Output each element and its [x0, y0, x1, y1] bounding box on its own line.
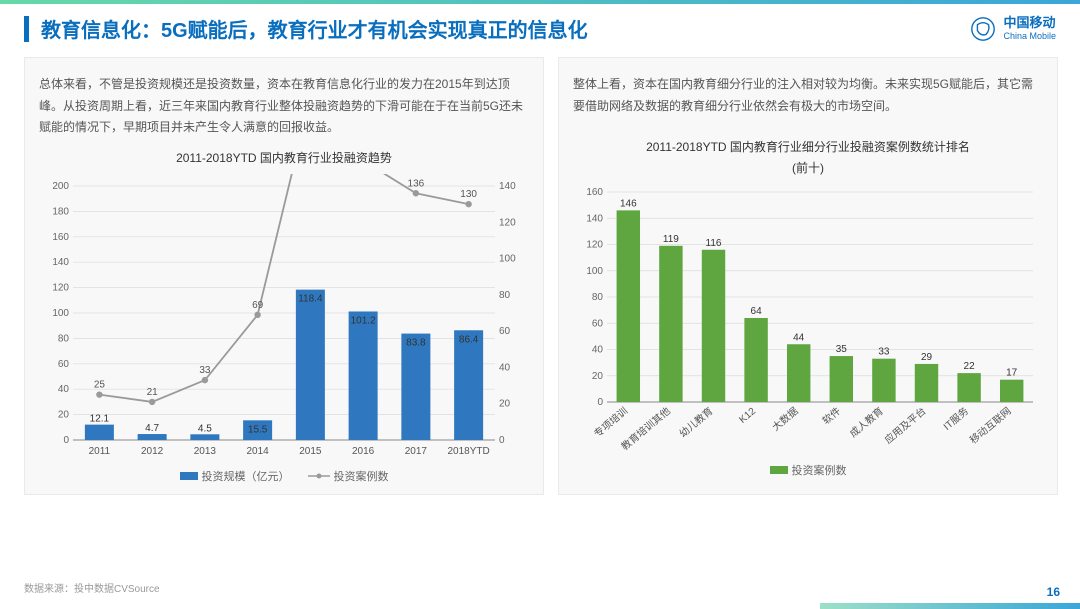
svg-text:64: 64	[751, 306, 763, 317]
svg-text:IT服务: IT服务	[941, 404, 971, 433]
svg-text:146: 146	[620, 198, 637, 209]
logo-label-en: China Mobile	[1003, 31, 1056, 42]
legend-label-bar: 投资规模（亿元）	[202, 468, 290, 484]
svg-text:2015: 2015	[299, 446, 322, 457]
svg-text:2016: 2016	[352, 446, 375, 457]
svg-text:4.7: 4.7	[145, 423, 159, 434]
svg-text:80: 80	[58, 333, 70, 344]
svg-text:2013: 2013	[194, 446, 217, 457]
svg-text:69: 69	[252, 300, 264, 311]
svg-text:成人教育: 成人教育	[847, 404, 886, 440]
svg-text:K12: K12	[737, 406, 758, 426]
svg-text:116: 116	[706, 238, 722, 249]
svg-text:20: 20	[58, 409, 70, 420]
svg-text:20: 20	[499, 398, 511, 409]
legend-swatch-line	[308, 472, 330, 480]
page-title: 教育信息化：5G赋能后，教育行业才有机会实现真正的信息化	[41, 14, 969, 43]
svg-text:160: 160	[52, 232, 69, 243]
svg-text:应用及平台: 应用及平台	[882, 404, 929, 446]
svg-text:幼儿教育: 幼儿教育	[676, 404, 715, 440]
svg-text:2017: 2017	[405, 446, 428, 457]
svg-text:160: 160	[586, 187, 603, 198]
svg-text:2018YTD: 2018YTD	[448, 446, 490, 457]
svg-text:83.8: 83.8	[406, 337, 426, 348]
china-mobile-icon	[969, 15, 997, 43]
svg-text:120: 120	[586, 240, 603, 251]
svg-text:40: 40	[592, 345, 604, 356]
left-description: 总体来看，不管是投资规模还是投资数量，资本在教育信息化行业的发力在2015年到达…	[39, 74, 529, 139]
svg-text:60: 60	[592, 318, 604, 329]
svg-text:25: 25	[94, 379, 106, 390]
svg-text:2011: 2011	[89, 446, 111, 457]
svg-text:33: 33	[878, 347, 890, 358]
logo-label-cn: 中国移动	[1003, 15, 1056, 31]
svg-text:21: 21	[147, 387, 159, 398]
svg-text:专项培训: 专项培训	[591, 404, 630, 440]
svg-text:22: 22	[964, 361, 976, 372]
svg-text:120: 120	[499, 217, 516, 228]
svg-text:40: 40	[499, 362, 511, 373]
svg-text:4.5: 4.5	[198, 423, 212, 434]
svg-text:0: 0	[499, 435, 505, 446]
data-source: 数据来源：投中数据CVSource	[24, 580, 160, 595]
svg-text:100: 100	[586, 266, 603, 277]
svg-text:15.5: 15.5	[248, 424, 268, 435]
svg-text:118.4: 118.4	[298, 293, 323, 304]
svg-text:移动互联网: 移动互联网	[967, 404, 1014, 446]
left-chart-title: 2011-2018YTD 国内教育行业投融资趋势	[39, 149, 529, 166]
legend-swatch-bar	[770, 466, 788, 474]
svg-text:140: 140	[52, 257, 69, 268]
svg-text:120: 120	[52, 282, 69, 293]
svg-text:136: 136	[408, 178, 425, 189]
svg-text:35: 35	[836, 344, 848, 355]
svg-text:130: 130	[460, 189, 477, 200]
svg-text:100: 100	[52, 308, 69, 319]
right-description: 整体上看，资本在国内教育细分行业的注入相对较为均衡。未来实现5G赋能后，其它需要…	[573, 74, 1043, 128]
legend-swatch-bar	[180, 472, 198, 480]
svg-text:17: 17	[1006, 368, 1018, 379]
svg-text:40: 40	[58, 384, 70, 395]
left-chart: 0 20 40 60 80 100 120 140 160 180 200 0 20 40 60 80 100 1…	[39, 174, 529, 464]
title-accent-bar	[24, 16, 29, 42]
svg-text:大数据: 大数据	[769, 404, 800, 433]
svg-text:2014: 2014	[247, 446, 270, 457]
svg-text:119: 119	[663, 234, 679, 245]
svg-text:86.4: 86.4	[459, 334, 479, 345]
page-number: 16	[1047, 585, 1060, 599]
svg-text:140: 140	[499, 181, 516, 192]
svg-text:软件: 软件	[820, 404, 844, 427]
right-panel: 整体上看，资本在国内教育细分行业的注入相对较为均衡。未来实现5G赋能后，其它需要…	[558, 57, 1058, 495]
svg-text:2012: 2012	[141, 446, 164, 457]
brand-logo: 中国移动 China Mobile	[969, 15, 1056, 43]
svg-text:0: 0	[63, 435, 69, 446]
svg-text:80: 80	[499, 290, 511, 301]
right-chart-subtitle: (前十)	[573, 159, 1043, 176]
svg-text:101.2: 101.2	[351, 315, 376, 326]
left-panel: 总体来看，不管是投资规模还是投资数量，资本在教育信息化行业的发力在2015年到达…	[24, 57, 544, 495]
right-chart-title: 2011-2018YTD 国内教育行业细分行业投融资案例数统计排名	[573, 138, 1043, 155]
svg-text:60: 60	[58, 359, 70, 370]
legend-label-bar: 投资案例数	[792, 462, 847, 478]
bottom-gradient-strip	[820, 603, 1080, 609]
right-legend: 投资案例数	[573, 462, 1043, 478]
svg-text:100: 100	[499, 253, 516, 264]
header: 教育信息化：5G赋能后，教育行业才有机会实现真正的信息化 中国移动 China …	[0, 4, 1080, 57]
svg-text:80: 80	[592, 292, 604, 303]
svg-text:44: 44	[793, 332, 805, 343]
svg-text:60: 60	[499, 326, 511, 337]
svg-text:0: 0	[597, 397, 603, 408]
legend-label-line: 投资案例数	[334, 468, 389, 484]
svg-text:29: 29	[921, 352, 933, 363]
svg-text:200: 200	[52, 181, 69, 192]
svg-text:140: 140	[586, 213, 603, 224]
svg-text:12.1: 12.1	[90, 413, 110, 424]
svg-text:20: 20	[592, 371, 604, 382]
svg-text:33: 33	[199, 365, 211, 376]
svg-text:180: 180	[52, 206, 69, 217]
left-legend: 投资规模（亿元） 投资案例数	[39, 468, 529, 484]
right-chart: 020406080100120140160146专项培训119教育培训其他116…	[573, 182, 1043, 458]
